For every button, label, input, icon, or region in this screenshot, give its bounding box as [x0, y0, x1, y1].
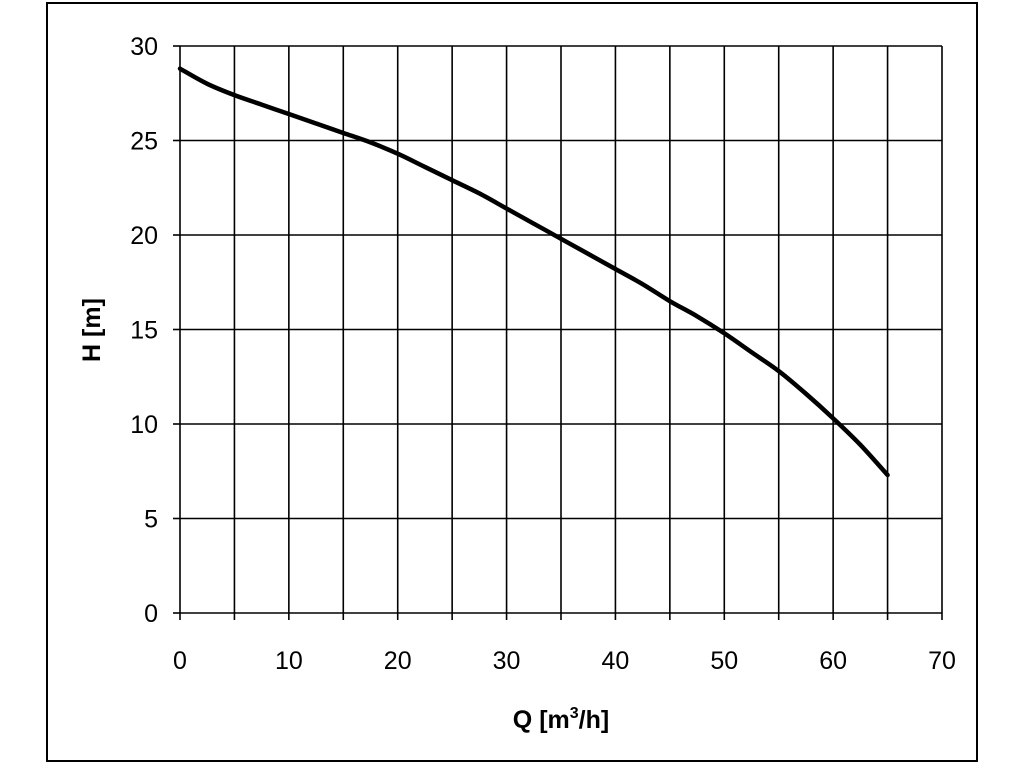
grid [179, 45, 943, 614]
x-axis-title-superscript: 3 [570, 705, 579, 722]
y-tick-label: 15 [130, 317, 158, 345]
y-tick-label: 5 [144, 506, 158, 534]
tick-labels: 0 10 20 30 40 50 60 70 0 5 10 15 20 25 30 [130, 33, 956, 675]
x-tick-label: 20 [384, 647, 412, 675]
x-axis-title-tail: /h] [579, 706, 610, 734]
x-axis-title-main: Q [m [513, 706, 570, 734]
x-tick-label: 60 [819, 647, 847, 675]
y-tick-label: 30 [130, 33, 158, 61]
axes [173, 45, 943, 620]
x-tick-label: 40 [602, 647, 630, 675]
y-tick-label: 0 [144, 600, 158, 628]
x-tick-label: 10 [275, 647, 303, 675]
y-axis-title: H [m] [78, 298, 106, 362]
pump-curve-line [177, 66, 890, 478]
x-tick-label: 70 [928, 647, 956, 675]
y-tick-label: 10 [130, 411, 158, 439]
x-axis-title: Q [m3/h] [513, 705, 609, 734]
x-tick-label: 0 [173, 647, 187, 675]
chart-frame [46, 2, 978, 762]
x-tick-label: 30 [493, 647, 521, 675]
series-layer [177, 66, 890, 478]
x-tick-label: 50 [710, 647, 738, 675]
y-tick-label: 20 [130, 222, 158, 250]
y-tick-label: 25 [130, 128, 158, 156]
